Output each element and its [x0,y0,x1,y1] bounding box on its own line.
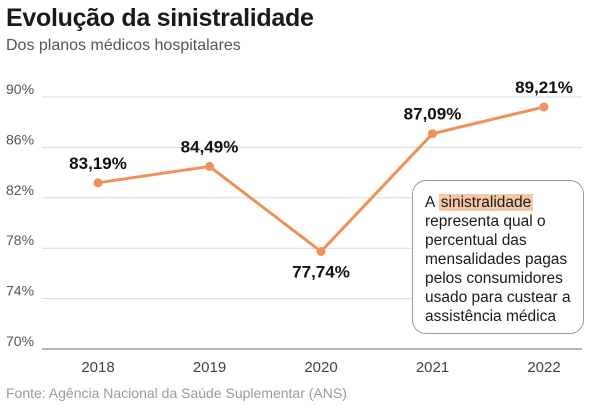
data-label: 83,19% [69,154,127,173]
data-point [93,178,103,188]
chart-subtitle: Dos planos médicos hospitalares [6,37,241,54]
data-point [316,246,326,256]
data-point [205,161,214,171]
data-point [539,102,549,112]
y-tick-label: 86% [6,131,34,147]
y-tick-label: 90% [6,81,34,97]
data-label: 77,74% [292,262,350,281]
x-tick-label: 2022 [527,359,560,376]
y-tick-label: 70% [6,333,34,349]
chart-title: Evolução da sinistralidade [6,4,314,32]
data-label: 84,49% [181,137,239,156]
note-text: representa qual o percentual das mensali… [425,213,571,325]
y-tick-label: 82% [6,182,34,198]
data-point [428,129,437,139]
x-tick-label: 2021 [416,359,449,376]
note-prefix: A [425,194,435,211]
data-label: 89,21% [515,78,573,97]
note-highlight: sinistralidade [438,194,534,211]
y-tick-label: 74% [6,283,34,299]
y-tick-label: 78% [6,232,34,248]
source-credit: Fonte: Agência Nacional da Saúde Supleme… [6,385,347,401]
x-tick-label: 2019 [193,359,226,376]
x-tick-label: 2020 [304,359,337,376]
x-tick-label: 2018 [81,359,114,376]
definition-note-box: A sinistralidade representa qual o perce… [412,180,584,334]
data-label: 87,09% [404,105,462,124]
